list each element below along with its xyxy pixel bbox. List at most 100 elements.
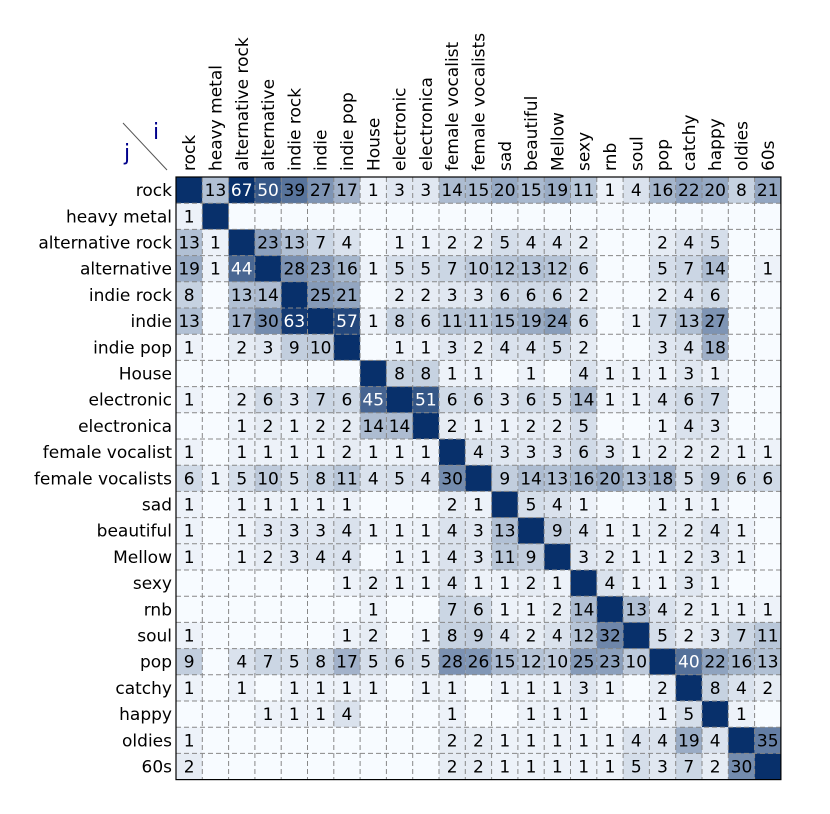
heatmap-cell [702,439,729,466]
heatmap-cell [675,177,702,204]
heatmap-cell [675,622,702,649]
heatmap-cell [728,177,755,204]
cell-value: 3 [499,391,510,411]
cell-value: 11 [441,312,463,332]
cell-value: 5 [420,260,431,280]
heatmap-cell [254,308,282,335]
diagonal-cell [544,543,571,570]
cell-value: 3 [657,338,668,358]
heatmap-cell [307,701,334,728]
heatmap-cell [412,177,439,204]
heatmap-cell [517,255,545,282]
heatmap-cell [623,648,650,675]
heatmap-cell [412,360,439,387]
heatmap-cell [281,491,308,518]
cell-value: 9 [526,548,537,568]
heatmap-cell [702,177,729,204]
heatmap-cell [570,674,597,701]
heatmap-cell [228,177,255,204]
heatmap-cell [333,570,361,597]
heatmap-cell [254,701,282,728]
heatmap-cell [517,543,545,570]
heatmap-cell [649,386,676,413]
cell-value: 1 [184,731,195,751]
heatmap-cell [360,412,387,439]
cell-value: 2 [447,731,458,751]
heatmap-cell [465,412,492,439]
cell-value: 1 [657,417,668,437]
cell-value: 6 [342,391,353,411]
heatmap-cell [465,648,492,675]
cell-value: 2 [236,338,247,358]
cell-value: 1 [368,522,379,542]
heatmap-cell [439,386,466,413]
heatmap-cell [333,177,361,204]
heatmap-cell [176,281,203,308]
heatmap-cell [517,648,545,675]
cell-value: 3 [499,443,510,463]
cell-value: 1 [420,627,431,647]
cell-value: 8 [710,679,721,699]
cell-value: 3 [289,522,300,542]
heatmap-cell [254,229,282,256]
heatmap-cell [281,517,308,544]
row-label: rock [136,181,172,201]
heatmap-cell [623,570,650,597]
cell-value: 2 [710,443,721,463]
cell-value: 1 [473,365,484,385]
cell-value: 2 [447,417,458,437]
heatmap-cell [517,308,545,335]
cell-value: 1 [762,260,773,280]
heatmap-cell [623,360,650,387]
heatmap-cell [333,648,361,675]
cell-value: 21 [336,286,358,306]
cell-value: 51 [415,391,437,411]
diagonal-cell [333,334,361,361]
column-label: rnb [601,143,621,171]
column-label: sad [496,141,516,171]
cell-value: 22 [704,653,726,673]
cell-value: 1 [289,705,300,725]
heatmap-cell [754,674,781,701]
cell-value: 7 [447,600,458,620]
cell-value: 4 [736,679,747,699]
heatmap-cell [570,543,597,570]
heatmap-cell [439,360,466,387]
cell-value: 14 [520,469,542,489]
cell-value: 5 [368,653,379,673]
column-label: House [364,118,384,171]
heatmap-cell [491,570,518,597]
cell-value: 13 [547,469,569,489]
cell-value: 6 [499,286,510,306]
heatmap-cell [412,465,439,492]
cell-value: 3 [683,574,694,594]
heatmap-cell [491,596,518,623]
heatmap-cell [333,674,361,701]
column-label: indie [312,130,332,171]
heatmap-cell [386,439,413,466]
cell-value: 6 [263,391,274,411]
heatmap-cell [176,203,203,230]
heatmap-cell [281,465,308,492]
cell-value: 10 [625,653,647,673]
heatmap-cell [728,648,755,675]
heatmap-cell [596,622,624,649]
cell-value: 2 [710,758,721,778]
cell-value: 1 [605,679,616,699]
heatmap-cell [307,465,334,492]
cell-value: 3 [710,627,721,647]
cell-value: 4 [447,522,458,542]
cell-value: 1 [578,496,589,516]
column-label: female vocalist [443,41,463,171]
cell-value: 3 [263,522,274,542]
heatmap-cell [728,674,755,701]
cell-value: 4 [342,522,353,542]
cell-value: 4 [499,627,510,647]
heatmap-cell [544,517,571,544]
heatmap-cell [333,229,361,256]
row-label: alternative [80,260,172,280]
heatmap-cell [228,439,255,466]
heatmap-cell [517,281,545,308]
cell-value: 1 [420,679,431,699]
heatmap-cell [439,517,466,544]
